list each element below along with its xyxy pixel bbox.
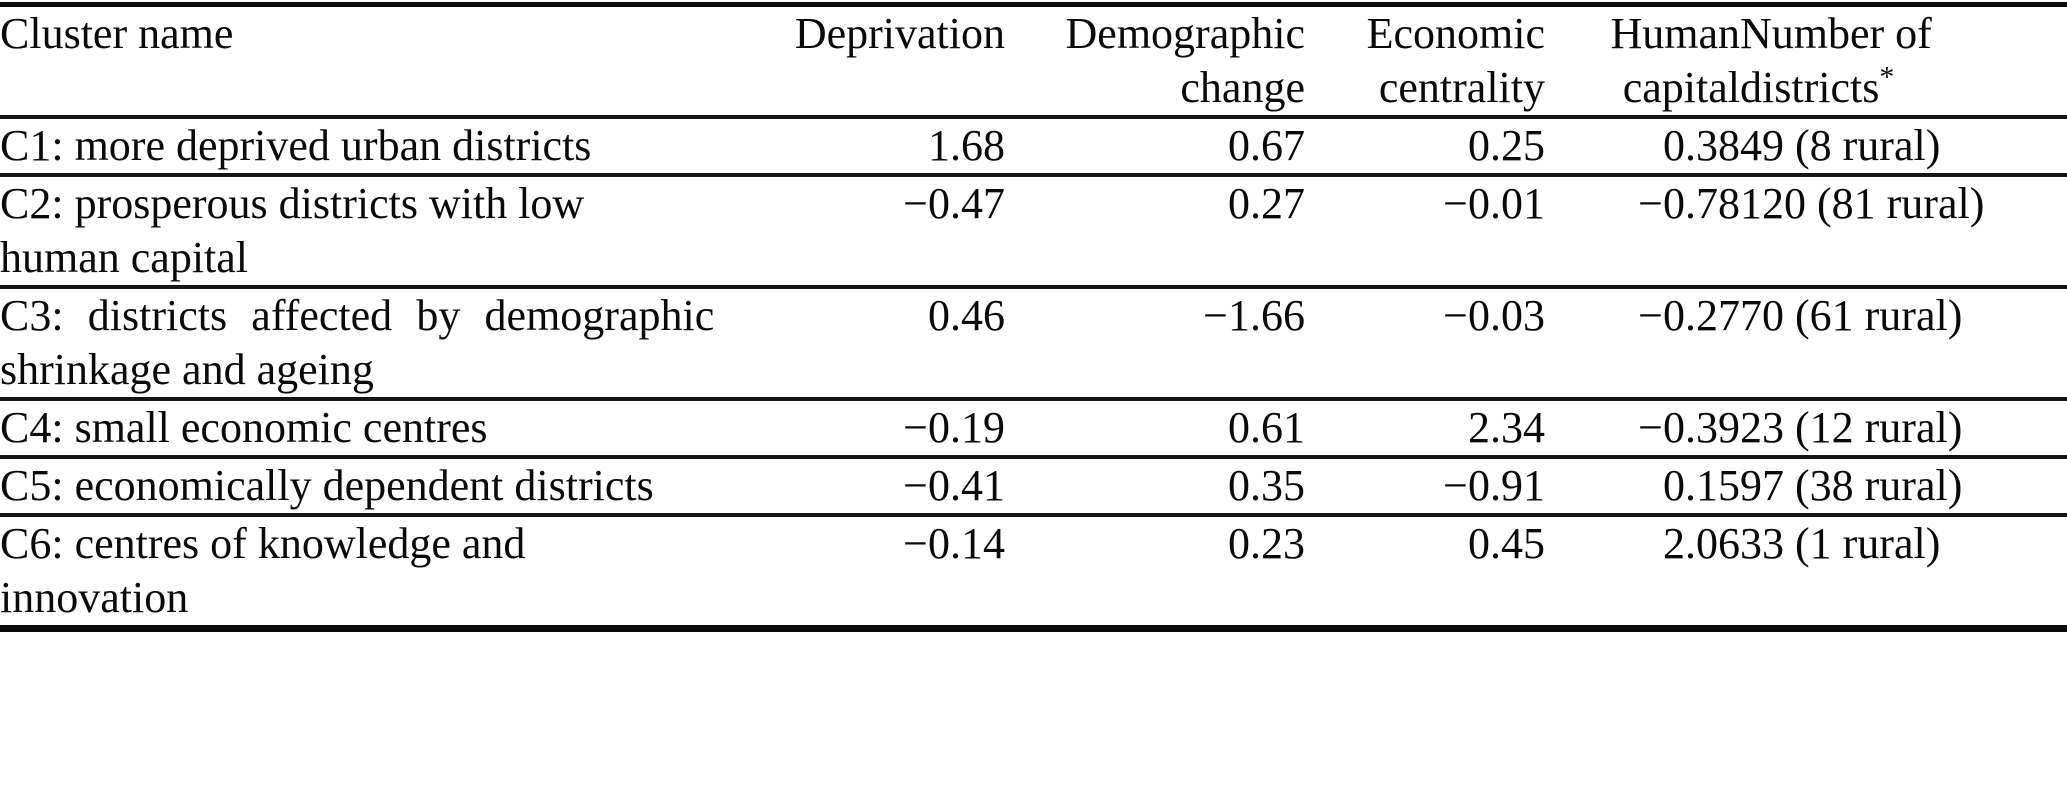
table-row-c5: C5: economically dependent districts −0.…	[0, 457, 2067, 517]
table-row-c1: C1: more deprived urban districts 1.68 0…	[0, 117, 2067, 177]
header-label: Deprivation	[794, 9, 1005, 58]
header-row: Cluster name Deprivation Demographic cha…	[0, 4, 2067, 119]
human-capital-cell: −0.27	[1545, 287, 1740, 401]
header-label: Demographic	[1065, 9, 1305, 58]
column-header-number-of-districts: Number of districts*	[1740, 4, 2067, 119]
demographic-change-cell: 0.27	[1005, 175, 1305, 289]
economic-centrality-cell: −0.03	[1305, 287, 1545, 401]
header-label: districts*	[1740, 61, 2067, 115]
deprivation-cell: 0.46	[790, 287, 1005, 401]
districts-count-cell: 97 (38 rural)	[1740, 457, 2067, 517]
demographic-change-cell: 0.61	[1005, 399, 1305, 459]
districts-count-cell: 49 (8 rural)	[1740, 117, 2067, 177]
economic-centrality-cell: 0.45	[1305, 515, 1545, 631]
cluster-summary-table: Cluster name Deprivation Demographic cha…	[0, 2, 2067, 632]
table-row-c6: C6: centres of knowledge and innovation …	[0, 515, 2067, 631]
table-row-c3: C3: districts affected by demographic sh…	[0, 287, 2067, 401]
economic-centrality-cell: −0.01	[1305, 175, 1545, 289]
table-row-c2: C2: prosperous districts with low human …	[0, 175, 2067, 289]
cluster-name-cell: C3: districts affected by demographic sh…	[0, 287, 790, 401]
cluster-name-line: C6: centres of knowledge and	[0, 519, 526, 568]
districts-count-cell: 120 (81 rural)	[1740, 175, 2067, 289]
cluster-name-line: C5: economically dependent districts	[0, 461, 654, 510]
deprivation-cell: −0.19	[790, 399, 1005, 459]
cluster-name-line: innovation	[0, 573, 189, 622]
deprivation-cell: −0.14	[790, 515, 1005, 631]
cluster-name-line: C2: prosperous districts with low	[0, 179, 585, 228]
cluster-name-line: shrinkage and ageing	[0, 345, 374, 394]
header-label: Human	[1610, 9, 1740, 58]
table-row-c4: C4: small economic centres −0.19 0.61 2.…	[0, 399, 2067, 459]
table-body: C1: more deprived urban districts 1.68 0…	[0, 117, 2067, 631]
economic-centrality-cell: −0.91	[1305, 457, 1545, 517]
column-header-economic-centrality: Economic centrality	[1305, 4, 1545, 119]
cluster-name-cell: C2: prosperous districts with low human …	[0, 175, 790, 289]
header-label: Economic	[1366, 9, 1545, 58]
human-capital-cell: 0.38	[1545, 117, 1740, 177]
header-label: change	[1180, 63, 1305, 112]
deprivation-cell: −0.41	[790, 457, 1005, 517]
column-header-human-capital: Human capital	[1545, 4, 1740, 119]
human-capital-cell: −0.39	[1545, 399, 1740, 459]
demographic-change-cell: 0.35	[1005, 457, 1305, 517]
cluster-name-line: C1: more deprived urban districts	[0, 121, 592, 170]
header-label: capital	[1622, 63, 1740, 112]
districts-count-cell: 33 (1 rural)	[1740, 515, 2067, 631]
cluster-name-cell: C4: small economic centres	[0, 399, 790, 459]
demographic-change-cell: −1.66	[1005, 287, 1305, 401]
header-label-part: districts	[1740, 63, 1880, 112]
column-header-deprivation: Deprivation	[790, 4, 1005, 119]
table-header: Cluster name Deprivation Demographic cha…	[0, 4, 2067, 119]
cluster-name-cell: C1: more deprived urban districts	[0, 117, 790, 177]
economic-centrality-cell: 2.34	[1305, 399, 1545, 459]
demographic-change-cell: 0.23	[1005, 515, 1305, 631]
districts-count-cell: 23 (12 rural)	[1740, 399, 2067, 459]
deprivation-cell: 1.68	[790, 117, 1005, 177]
cluster-name-cell: C6: centres of knowledge and innovation	[0, 515, 790, 631]
header-label: Cluster name	[0, 9, 234, 58]
cluster-name-line: C3: districts affected by demographic	[0, 291, 715, 340]
cluster-name-cell: C5: economically dependent districts	[0, 457, 790, 517]
demographic-change-cell: 0.67	[1005, 117, 1305, 177]
header-label: centrality	[1378, 63, 1545, 112]
economic-centrality-cell: 0.25	[1305, 117, 1545, 177]
human-capital-cell: 2.06	[1545, 515, 1740, 631]
header-label: Number of	[1740, 9, 1932, 58]
column-header-demographic-change: Demographic change	[1005, 4, 1305, 119]
deprivation-cell: −0.47	[790, 175, 1005, 289]
human-capital-cell: 0.15	[1545, 457, 1740, 517]
cluster-name-line: human capital	[0, 233, 249, 282]
districts-count-cell: 70 (61 rural)	[1740, 287, 2067, 401]
footnote-asterisk: *	[1879, 60, 1895, 94]
column-header-cluster-name: Cluster name	[0, 4, 790, 119]
human-capital-cell: −0.78	[1545, 175, 1740, 289]
cluster-name-line: C4: small economic centres	[0, 403, 488, 452]
